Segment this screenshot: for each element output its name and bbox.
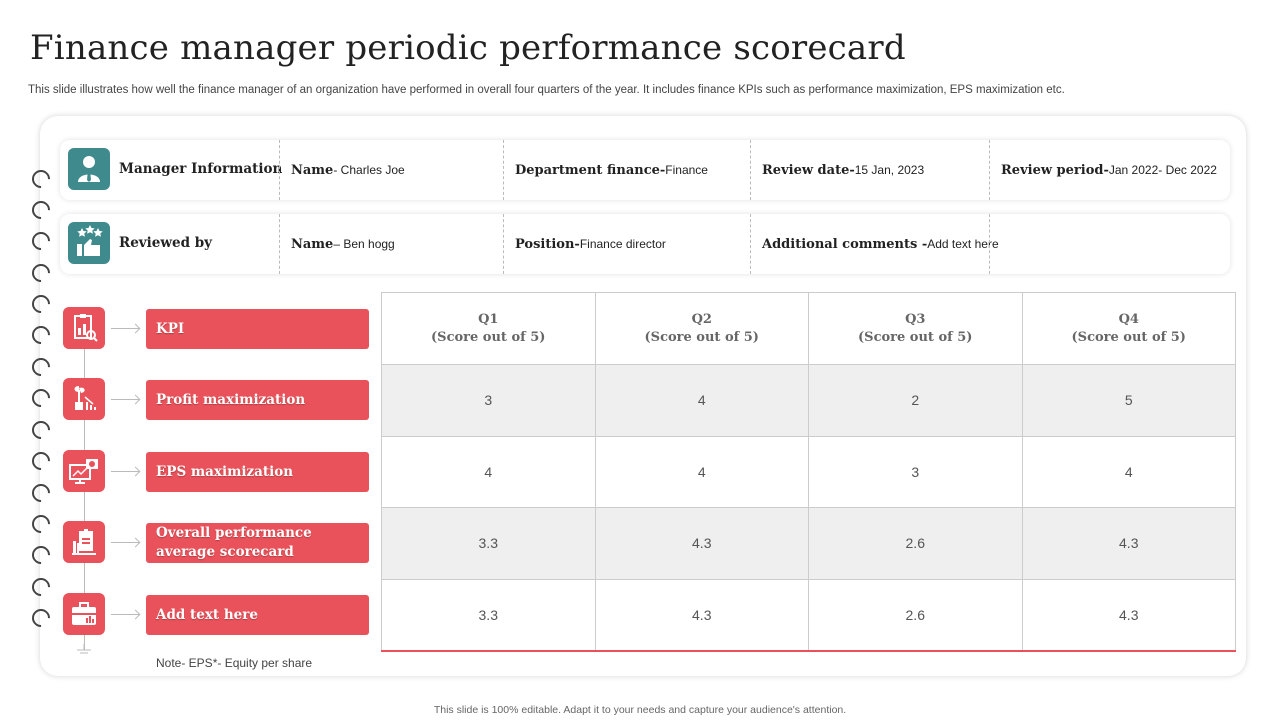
monitor-presentation-icon [63,450,105,492]
table-row: 4 4 3 4 [381,435,1236,508]
table-cell: 3 [808,435,1023,508]
table-cell: 3 [381,364,596,437]
table-cell: 5 [1021,364,1236,437]
comments-value: Add text here [927,237,999,251]
q2-header: Q2 (Score out of 5) [594,292,809,365]
review-period-cell: Review period- Jan 2022- Dec 2022 [989,140,1230,200]
q1-header: Q1 (Score out of 5) [381,292,596,365]
kpi-header-button[interactable]: KPI [146,309,369,349]
eps-note: Note- EPS*- Equity per share [156,656,313,670]
review-period-key: Review period- [1001,162,1109,178]
manager-name-value: - Charles Joe [333,163,405,177]
reviewer-name-key: Name [291,236,334,252]
review-period-value: Jan 2022- Dec 2022 [1108,163,1217,177]
q3-header: Q3 (Score out of 5) [808,292,1023,365]
q4-header: Q4 (Score out of 5) [1021,292,1236,365]
binder-rings [28,166,54,631]
position-cell: Position- Finance director [503,214,750,274]
manager-info-label: Manager Information [119,161,283,177]
table-row: 3 4 2 5 [381,364,1236,437]
table-cell: 4 [594,364,809,437]
manager-info-row: Manager Information Name - Charles Joe D… [60,140,1230,200]
overall-performance-button[interactable]: Overall performance average scorecard [146,523,369,563]
manager-avatar-icon [68,148,110,190]
table-cell: 4.3 [1021,507,1236,580]
table-cell: 3.3 [381,507,596,580]
position-key: Position- [515,236,580,252]
table-header-row: Q1 (Score out of 5) Q2 (Score out of 5) Q3… [381,292,1236,365]
footer-text: This slide is 100% editable. Adapt it to… [433,704,847,716]
table-cell: 2.6 [808,507,1023,580]
profit-maximization-button[interactable]: Profit maximization [146,380,369,420]
reviewer-name-value: – Ben hogg [333,237,395,251]
table-cell: 4 [381,435,596,508]
briefcase-chart-icon [63,593,105,635]
table-cell: 4 [594,435,809,508]
manager-name-key: Name [291,162,334,178]
table-cell: 2.6 [808,578,1023,652]
report-building-icon [63,521,105,563]
page-subtitle: This slide illustrates how well the fina… [28,84,1065,96]
table-cell: 2 [808,364,1023,437]
reviewer-rating-icon [68,222,110,264]
empty-cell [989,214,1230,274]
table-cell: 4 [1021,435,1236,508]
ground-icon [77,644,91,654]
position-value: Finance director [579,237,666,251]
table-cell: 3.3 [381,578,596,652]
manager-name-cell: Name - Charles Joe [279,140,503,200]
review-date-value: 15 Jan, 2023 [854,163,925,177]
reviewer-name-cell: Name – Ben hogg [279,214,503,274]
review-date-key: Review date- [762,162,855,178]
review-date-cell: Review date- 15 Jan, 2023 [750,140,989,200]
department-cell: Department finance- Finance [503,140,750,200]
plant-growth-chart-icon [63,378,105,420]
add-text-button[interactable]: Add text here [146,595,369,635]
table-cell: 4.3 [594,507,809,580]
department-value: Finance [665,163,708,177]
comments-cell: Additional comments - Add text here [750,214,999,274]
table-cell: 4.3 [594,578,809,652]
reviewer-info-row: Reviewed by Name – Ben hogg Position- Fi… [60,214,1230,274]
table-row: 3.3 4.3 2.6 4.3 [381,578,1236,652]
reviewed-by-label: Reviewed by [119,235,213,251]
department-key: Department finance- [515,162,666,178]
comments-key: Additional comments - [762,236,928,252]
score-table: Q1 (Score out of 5) Q2 (Score out of 5) Q3… [381,292,1236,652]
table-row: 3.3 4.3 2.6 4.3 [381,507,1236,580]
clipboard-chart-icon [63,307,105,349]
table-cell: 4.3 [1021,578,1236,652]
page-title: Finance manager periodic performance sco… [30,28,906,68]
eps-maximization-button[interactable]: EPS maximization [146,452,369,492]
